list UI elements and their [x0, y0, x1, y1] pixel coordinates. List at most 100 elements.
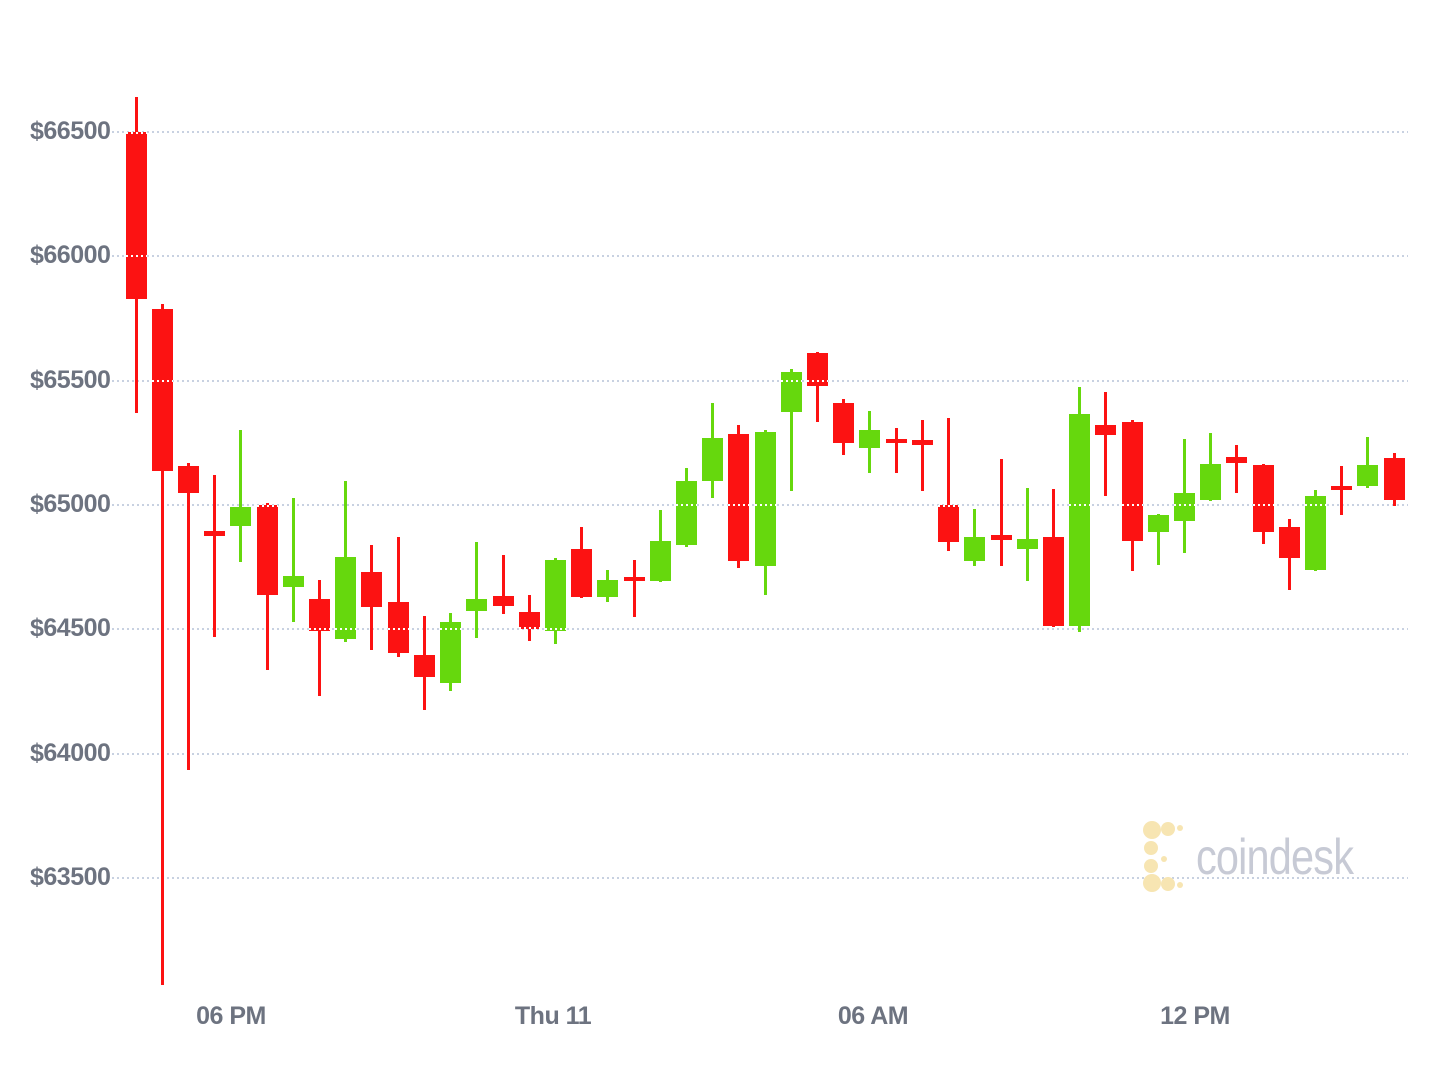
coindesk-logo-icon	[1143, 821, 1183, 892]
y-axis-label: $64500	[30, 614, 111, 643]
y-axis-label: $65000	[30, 489, 111, 518]
gridline-overlay	[807, 379, 829, 382]
candle-wick	[1366, 436, 1370, 488]
x-axis-label: Thu 11	[514, 1002, 592, 1030]
gridline-overlay	[676, 503, 697, 506]
candle-body	[151, 308, 173, 472]
candle-body	[859, 430, 881, 448]
gridline-overlay	[1069, 503, 1091, 506]
y-axis-label: $66000	[30, 241, 111, 270]
candle-body	[492, 595, 514, 606]
candle-wick	[999, 458, 1003, 566]
candle-wick	[291, 497, 295, 622]
candle-body	[335, 557, 357, 640]
candle-body	[702, 437, 724, 482]
candle-body	[282, 575, 304, 588]
candle-wick	[239, 430, 243, 563]
candle-body	[807, 353, 829, 386]
candle-body	[1226, 456, 1248, 463]
gridline-overlay	[335, 628, 357, 631]
y-gridline	[112, 379, 1408, 382]
candle-body	[964, 537, 986, 561]
x-axis-label: 12 PM	[1160, 1002, 1230, 1030]
gridline-overlay	[125, 132, 147, 134]
candle-body	[1252, 465, 1274, 533]
gridline-overlay	[938, 505, 960, 507]
candle-body	[780, 371, 802, 412]
candle-body	[1121, 421, 1143, 542]
candle-wick	[789, 369, 793, 492]
gridline-overlay	[125, 255, 147, 258]
gridline-overlay	[1121, 503, 1143, 506]
gridline-overlay	[754, 503, 776, 506]
candle-wick	[1156, 513, 1160, 565]
candle-body	[1278, 527, 1300, 559]
candle-body	[833, 403, 855, 443]
candle-body	[571, 548, 593, 597]
y-axis-label: $65500	[30, 365, 111, 394]
candle-body	[1042, 537, 1064, 626]
watermark-text: coindesk	[1196, 829, 1354, 885]
candle-body	[676, 481, 697, 545]
y-gridline	[112, 877, 1408, 879]
candle-body	[544, 559, 566, 631]
y-axis-label: $66500	[30, 116, 111, 145]
candle-body	[885, 439, 907, 444]
candle-body	[230, 507, 252, 527]
candle-body	[361, 572, 383, 607]
candle-body	[990, 534, 1012, 540]
candle-body	[938, 505, 960, 543]
gridline-overlay	[256, 505, 278, 507]
candle-body	[728, 434, 750, 561]
gridline-overlay	[309, 628, 331, 631]
candle-wick	[213, 475, 217, 637]
candle-wick	[1104, 391, 1108, 497]
candle-body	[204, 531, 226, 537]
gridline-overlay	[151, 379, 173, 382]
y-axis-label: $64000	[30, 738, 111, 767]
candle-body	[911, 440, 933, 446]
candle-wick	[501, 554, 505, 615]
candle-wick	[894, 427, 898, 473]
candle-wick	[920, 420, 924, 492]
candle-body	[754, 431, 776, 566]
candle-wick	[160, 303, 164, 985]
candle-wick	[318, 579, 322, 697]
y-gridline	[112, 628, 1408, 631]
candle-body	[1357, 465, 1379, 487]
y-gridline	[112, 752, 1408, 755]
gridline-overlay	[1174, 503, 1195, 506]
candle-body	[623, 577, 645, 582]
candle-wick	[187, 462, 191, 770]
candle-wick	[632, 559, 636, 617]
x-axis-label: 06 AM	[837, 1002, 909, 1030]
coindesk-watermark: coindesk	[1142, 818, 1385, 896]
candle-wick	[1340, 466, 1344, 515]
candle-body	[1174, 492, 1195, 522]
gridline-overlay	[518, 627, 540, 630]
candle-wick	[816, 352, 820, 422]
candle-body	[1331, 486, 1353, 491]
candle-body	[1200, 463, 1222, 501]
candle-body	[1095, 425, 1117, 436]
candle-body	[440, 621, 462, 683]
y-gridline	[112, 131, 1408, 133]
gridline-overlay	[1305, 503, 1327, 506]
candle-body	[1383, 457, 1405, 501]
candle-body	[413, 655, 435, 677]
candle-wick	[947, 417, 951, 551]
gridline-overlay	[1252, 503, 1274, 506]
candle-wick	[475, 542, 479, 639]
candle-body	[518, 611, 540, 630]
candle-body	[125, 132, 147, 299]
x-axis-label: 06 PM	[196, 1002, 266, 1030]
gridline-overlay	[387, 628, 409, 631]
candle-body	[597, 579, 619, 597]
candle-body	[256, 505, 278, 595]
candle-body	[1069, 414, 1091, 626]
candle-body	[309, 599, 331, 631]
gridline-overlay	[728, 503, 750, 506]
y-axis-label: $63500	[30, 862, 111, 891]
candle-body	[387, 601, 409, 653]
